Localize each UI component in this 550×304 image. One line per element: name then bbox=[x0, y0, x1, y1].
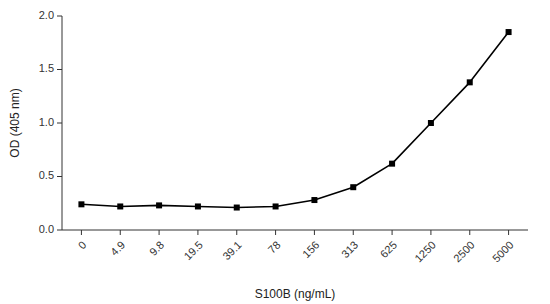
y-tick-label: 0.5 bbox=[39, 169, 54, 181]
x-tick-label: 78 bbox=[266, 239, 283, 256]
y-axis-label: OD (405 nm) bbox=[8, 88, 22, 157]
x-tick-label: 5000 bbox=[490, 239, 516, 265]
y-tick-label: 1.0 bbox=[39, 116, 54, 128]
x-axis-label: S100B (ng/mL) bbox=[255, 287, 336, 301]
x-tick-label: 156 bbox=[300, 239, 321, 260]
x-tick bbox=[508, 230, 509, 235]
x-tick bbox=[159, 230, 160, 235]
x-axis-line bbox=[62, 230, 528, 231]
y-axis-line bbox=[62, 16, 63, 230]
chart: 0.0 0.5 1.0 1.5 2.0 0 4.9 9.8 19.5 39.1 78 156 313 62… bbox=[0, 0, 550, 304]
marker bbox=[428, 120, 434, 126]
y-tick bbox=[57, 230, 62, 231]
x-tick bbox=[197, 230, 198, 235]
marker bbox=[195, 203, 201, 209]
line bbox=[81, 32, 508, 207]
marker bbox=[156, 202, 162, 208]
x-tick bbox=[469, 230, 470, 235]
marker bbox=[389, 161, 395, 167]
x-tick-label: 9.8 bbox=[147, 239, 166, 258]
marker bbox=[234, 205, 240, 211]
x-tick bbox=[275, 230, 276, 235]
x-tick bbox=[392, 230, 393, 235]
y-tick bbox=[57, 69, 62, 70]
x-tick bbox=[314, 230, 315, 235]
y-tick-label: 2.0 bbox=[39, 9, 54, 21]
marker bbox=[273, 203, 279, 209]
y-tick bbox=[57, 16, 62, 17]
x-tick-label: 625 bbox=[378, 239, 399, 260]
x-tick bbox=[236, 230, 237, 235]
x-tick bbox=[120, 230, 121, 235]
y-tick-label: 1.5 bbox=[39, 62, 54, 74]
y-tick-label: 0.0 bbox=[39, 223, 54, 235]
x-tick-label: 313 bbox=[339, 239, 360, 260]
x-tick bbox=[353, 230, 354, 235]
plot-area bbox=[78, 29, 511, 210]
y-tick bbox=[57, 176, 62, 177]
x-tick-label: 39.1 bbox=[220, 239, 244, 263]
marker bbox=[506, 29, 512, 35]
marker bbox=[467, 79, 473, 85]
marker bbox=[117, 203, 123, 209]
x-tick-label: 2500 bbox=[451, 239, 477, 265]
chart-container: 0.0 0.5 1.0 1.5 2.0 0 4.9 9.8 19.5 39.1 78 156 313 62… bbox=[0, 0, 550, 304]
x-tick-label: 4.9 bbox=[108, 239, 127, 258]
x-tick-label: 0 bbox=[76, 239, 89, 252]
x-tick-label: 19.5 bbox=[181, 239, 205, 263]
x-tick bbox=[430, 230, 431, 235]
axes: 0.0 0.5 1.0 1.5 2.0 0 4.9 9.8 19.5 39.1 78 156 313 62… bbox=[39, 9, 528, 264]
marker bbox=[78, 201, 84, 207]
x-tick bbox=[81, 230, 82, 235]
x-tick-label: 1250 bbox=[412, 239, 438, 265]
y-tick bbox=[57, 123, 62, 124]
marker bbox=[311, 197, 317, 203]
marker bbox=[350, 184, 356, 190]
